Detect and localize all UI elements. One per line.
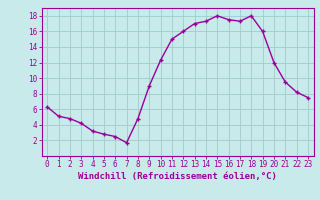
X-axis label: Windchill (Refroidissement éolien,°C): Windchill (Refroidissement éolien,°C) (78, 172, 277, 181)
